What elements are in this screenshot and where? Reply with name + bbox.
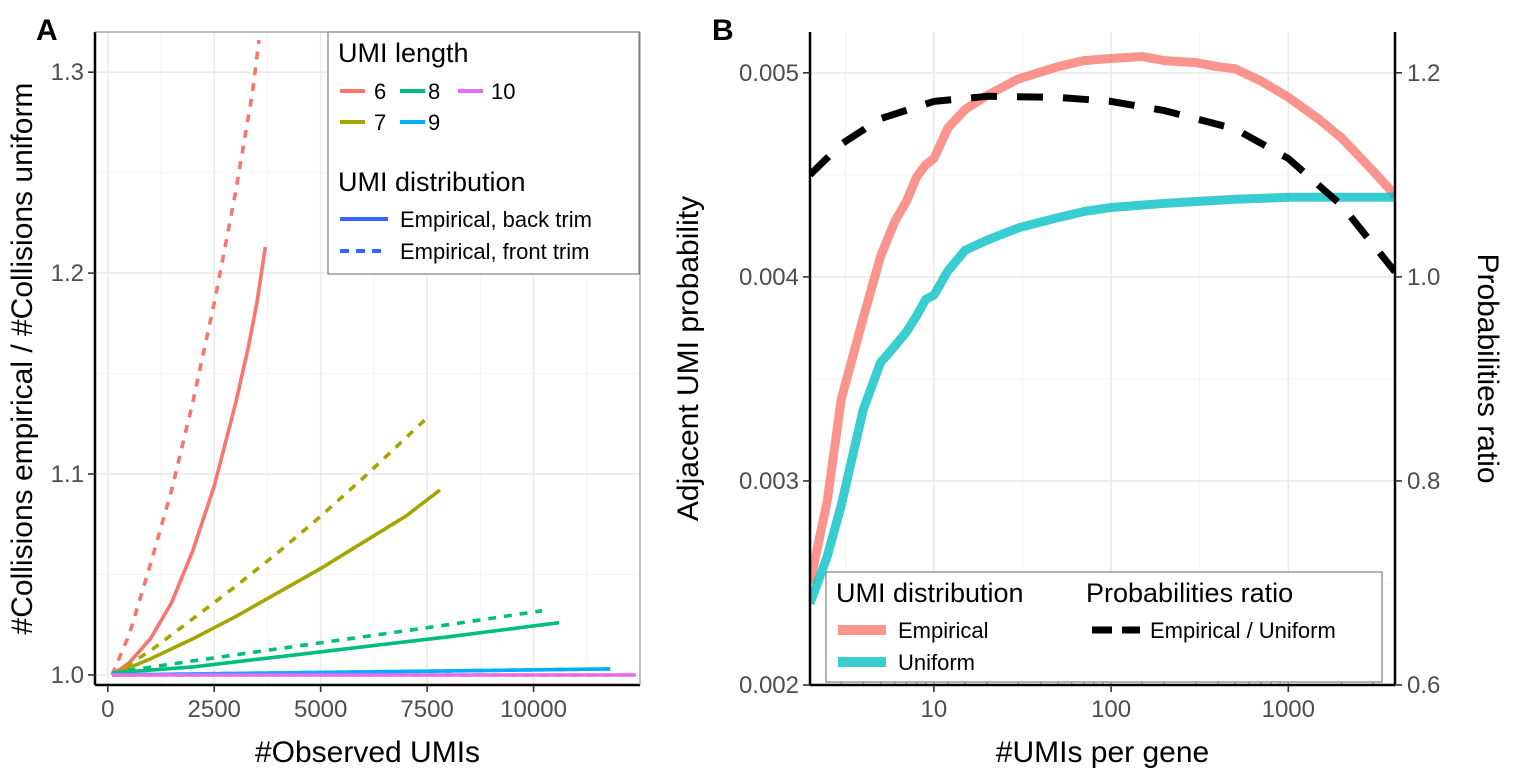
legend-title-umi-distribution: UMI distribution xyxy=(836,578,1024,608)
y-tick-label: 1.2 xyxy=(51,260,84,287)
legend-label-umi-length-10: 10 xyxy=(491,79,515,104)
series-line-uniform xyxy=(810,192,1395,605)
y-tick-label: 0.004 xyxy=(739,264,799,291)
panel-b-axes xyxy=(808,32,1397,687)
legend-label-distribution-0: Empirical, back trim xyxy=(400,207,592,232)
series-line-umi-8-back-trim xyxy=(111,620,560,675)
legend-label-umi-length-8: 8 xyxy=(428,79,440,104)
legend-label-umi-length-6: 6 xyxy=(374,79,386,104)
y-tick-label: 1.1 xyxy=(51,461,84,488)
y-tick-label: 0.002 xyxy=(739,672,799,699)
y-right-tick-label: 1.0 xyxy=(1407,264,1440,291)
legend-label-umi-length-9: 9 xyxy=(428,110,440,135)
legend-title-umi-length: UMI length xyxy=(338,38,469,68)
series-line-umi-6-back-trim xyxy=(110,246,268,677)
y-right-tick-label: 0.8 xyxy=(1407,468,1440,495)
x-tick-label: 10000 xyxy=(500,696,567,723)
series-line-empirical-uniform xyxy=(810,92,1395,274)
series-line-umi-7-front-trim xyxy=(111,416,429,677)
panel-b-ticks: 10 100 1000 0.002 0.003 0.004 0.005 0.6 0.8 1.0 1.… xyxy=(739,60,1440,723)
panel-a-x-axis-title: #Observed UMIs xyxy=(255,736,480,768)
panel-a-legend: UMI length 6 8 10 7 9 UMI distribution Empirica… xyxy=(327,31,640,275)
series-line-umi-7-back-trim xyxy=(111,488,441,677)
x-tick-label: 2500 xyxy=(188,696,241,723)
panel-a-y-axis-title: #Collisions empirical / #Collisions unif… xyxy=(6,83,39,635)
y-tick-label: 1.3 xyxy=(51,59,84,86)
legend-box xyxy=(327,31,640,275)
panel-b: B 10 100 1000 0.002 0.003 0.004 0.005 0.6 0.8 1.0… xyxy=(672,14,1504,768)
legend-label-empirical: Empirical xyxy=(898,618,988,643)
legend-title-probabilities-ratio: Probabilities ratio xyxy=(1086,578,1293,608)
panel-b-x-axis-title: #UMIs per gene xyxy=(996,736,1209,768)
y-tick-label: 0.005 xyxy=(739,60,799,87)
series-line-umi-6-front-trim xyxy=(110,39,261,676)
x-tick-label: 100 xyxy=(1091,696,1131,723)
y-right-tick-label: 0.6 xyxy=(1407,672,1440,699)
y-tick-label: 1.0 xyxy=(51,662,84,689)
panel-b-y-right-axis-title: Probabilities ratio xyxy=(1471,253,1504,483)
panel-b-lines xyxy=(810,52,1395,605)
series-line-empirical xyxy=(810,52,1395,584)
legend-label-umi-length-7: 7 xyxy=(374,110,386,135)
panel-a: A 0 2500 5000 7500 10000 1.0 1.1 1.2 1.3 #Observ… xyxy=(6,14,641,768)
panel-b-legend: UMI distribution Empirical Uniform Probabil… xyxy=(825,571,1383,683)
x-tick-label: 7500 xyxy=(400,696,453,723)
panel-b-y-axis-title: Adjacent UMI probability xyxy=(672,196,705,521)
y-right-tick-label: 1.2 xyxy=(1407,60,1440,87)
y-tick-label: 0.003 xyxy=(739,468,799,495)
legend-label-ratio: Empirical / Uniform xyxy=(1150,618,1336,643)
panel-a-letter: A xyxy=(36,14,58,47)
legend-label-uniform: Uniform xyxy=(898,650,975,675)
x-tick-label: 10 xyxy=(921,696,948,723)
legend-title-umi-distribution: UMI distribution xyxy=(338,167,526,197)
x-tick-label: 0 xyxy=(101,696,114,723)
series-line-umi-8-front-trim xyxy=(111,608,543,675)
panel-a-ticks: 0 2500 5000 7500 10000 1.0 1.1 1.2 1.3 xyxy=(51,59,567,723)
panel-b-letter: B xyxy=(712,14,734,47)
panel-a-lines xyxy=(110,39,636,677)
x-tick-label: 5000 xyxy=(294,696,347,723)
legend-label-distribution-1: Empirical, front trim xyxy=(400,239,589,264)
x-tick-label: 1000 xyxy=(1262,696,1315,723)
